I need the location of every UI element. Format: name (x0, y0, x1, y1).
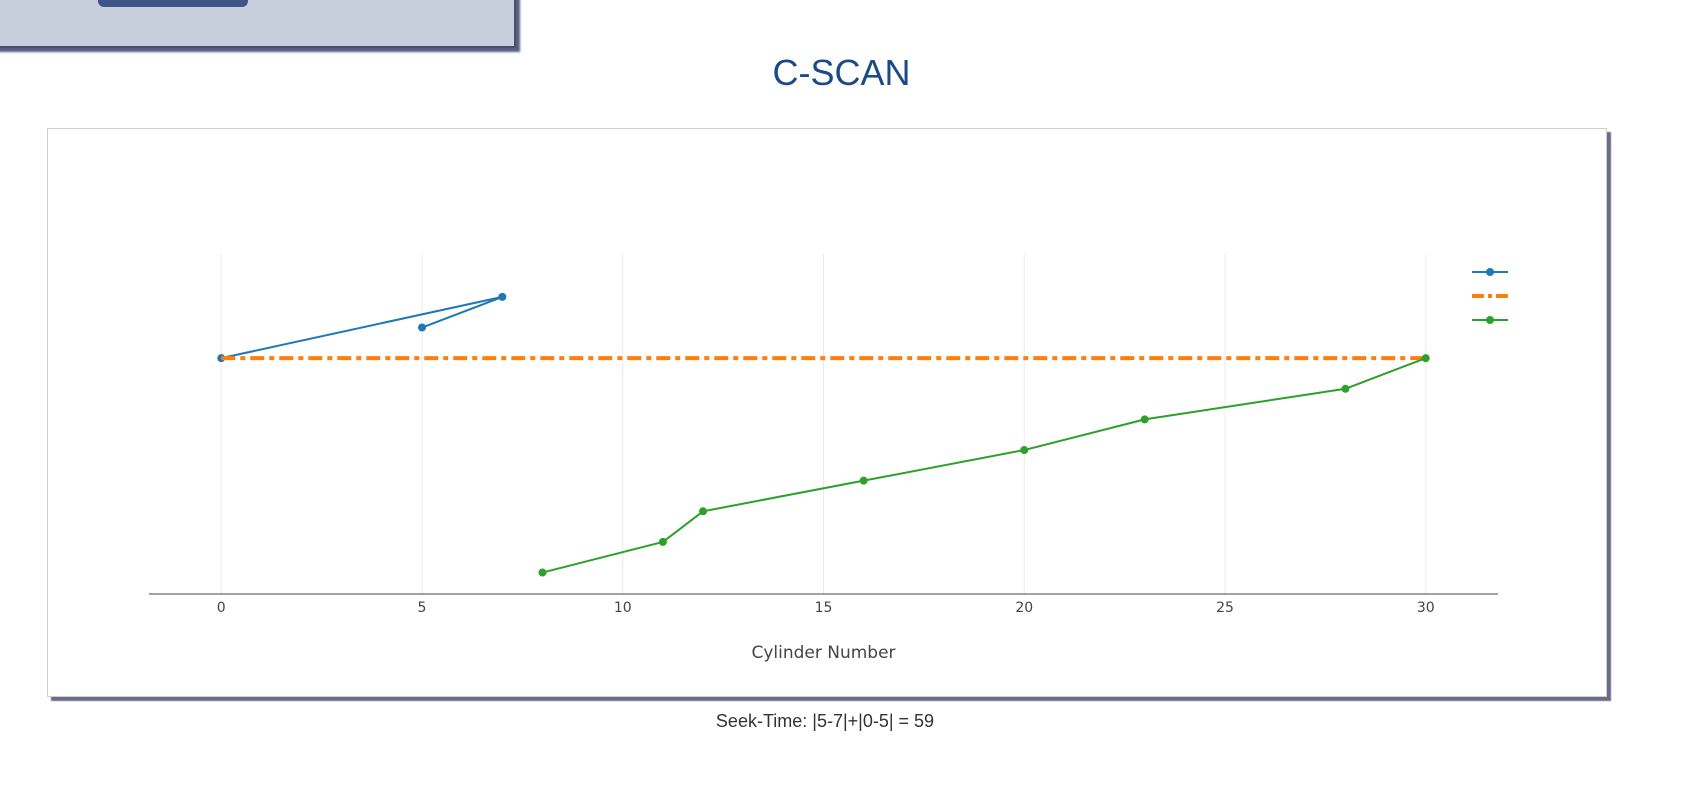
data-point (1140, 415, 1149, 424)
x-tick-label: 15 (815, 600, 833, 616)
legend-item-3[interactable] (1472, 316, 1508, 324)
data-point (1341, 384, 1350, 393)
series-line (542, 357, 1427, 574)
x-axis-title: Cylinder Number (751, 643, 895, 663)
page-title: C-SCAN (772, 52, 911, 93)
data-point (1421, 354, 1430, 363)
data-point (658, 537, 667, 546)
series-group (217, 292, 1430, 577)
legend-marker (1486, 268, 1494, 276)
series-1 (217, 292, 507, 363)
data-point (1020, 446, 1029, 455)
series-line (221, 295, 504, 360)
legend[interactable] (1472, 268, 1508, 324)
legend-marker (1486, 316, 1494, 324)
x-tick-label: 5 (418, 600, 427, 616)
x-tick-label: 25 (1216, 600, 1234, 616)
control-panel (0, 0, 516, 48)
data-point (699, 507, 708, 516)
x-tick-label: 20 (1015, 600, 1033, 616)
data-point (859, 476, 868, 485)
seek-time-label: Seek-Time: |5-7|+|0-5| = 59 (715, 711, 935, 731)
series-3 (538, 354, 1430, 577)
legend-item-1[interactable] (1472, 268, 1508, 276)
x-tick-label: 10 (614, 600, 632, 616)
x-tick-label: 0 (217, 600, 226, 616)
data-point (538, 568, 547, 577)
data-point (418, 323, 427, 332)
grid-lines (220, 254, 1427, 594)
chart-svg: 0 5 10 15 20 25 30 Cylinder Number (149, 254, 1508, 663)
x-axis: 0 5 10 15 20 25 30 (149, 593, 1498, 616)
panel-button[interactable] (98, 0, 248, 7)
data-point (498, 292, 507, 301)
chart-container: 0 5 10 15 20 25 30 Cylinder Number (47, 128, 1607, 697)
x-tick-label: 30 (1417, 600, 1435, 616)
